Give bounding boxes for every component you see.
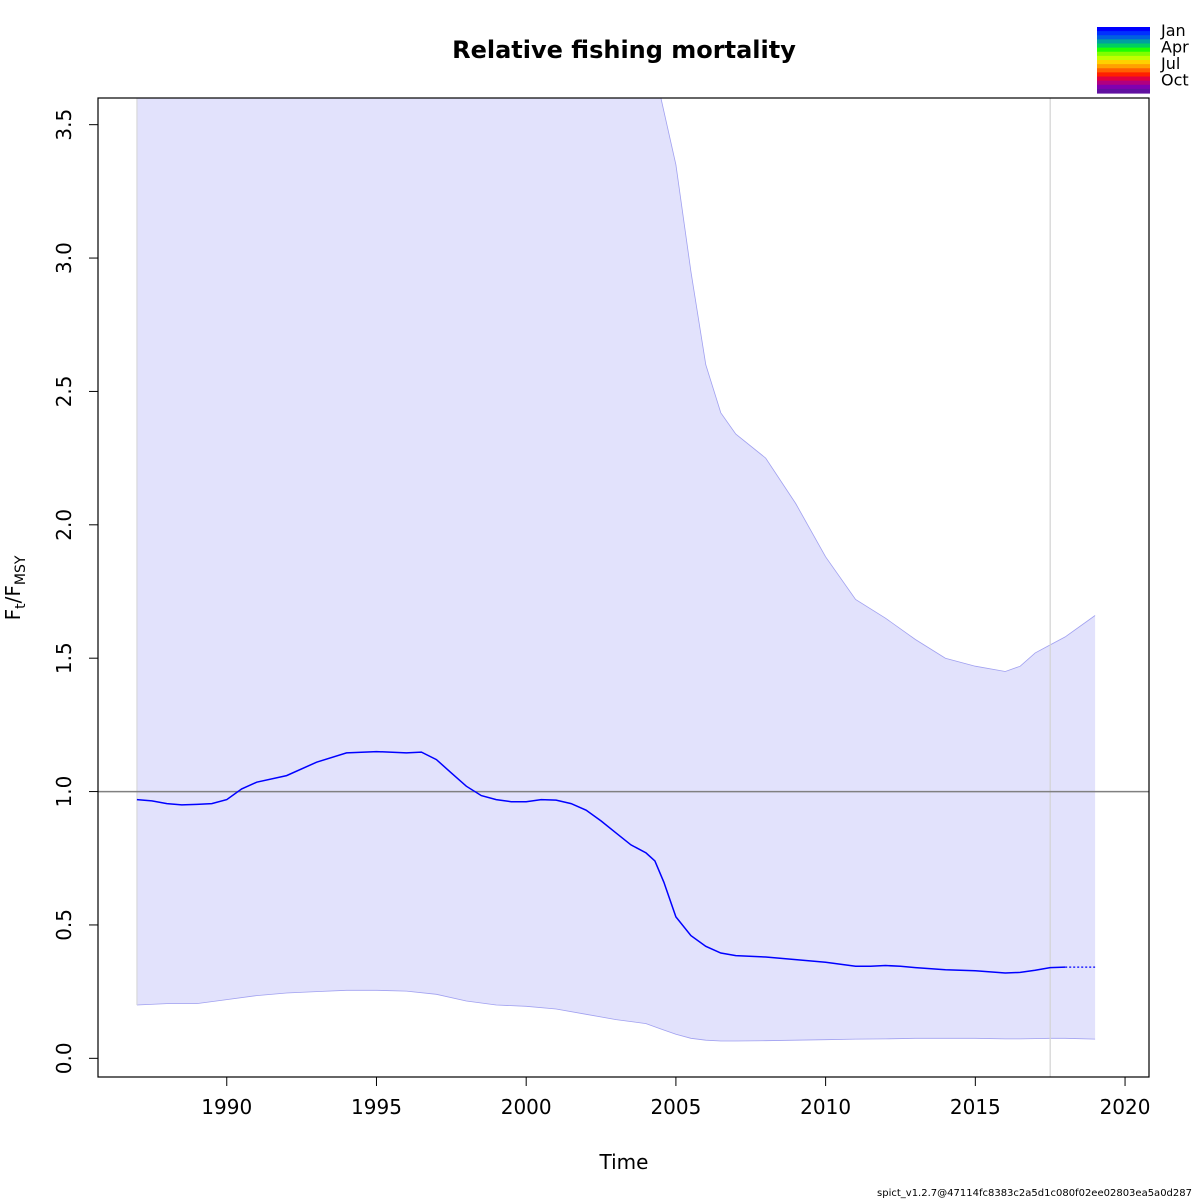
x-tick-label: 1990 (201, 1095, 252, 1119)
y-axis-label-main: F (1, 609, 25, 621)
legend-label: Oct (1161, 71, 1189, 90)
y-tick-label: 3.0 (52, 242, 76, 274)
y-tick-label: 1.0 (52, 776, 76, 808)
x-tick-label: 2020 (1100, 1095, 1151, 1119)
x-axis: 1990 1995 2000 2005 2010 2015 2020 (201, 1076, 1151, 1119)
plot-area (98, 98, 1149, 1077)
confidence-lower-edge (136, 989, 1096, 1042)
y-tick-label: 0.0 (52, 1042, 76, 1074)
legend-color-swatch (1097, 31, 1150, 36)
y-axis-label-sub2: MSY (13, 555, 29, 585)
y-axis-label-sub1: t (13, 603, 29, 609)
legend-label: Jan (1160, 21, 1186, 40)
legend-color-swatch (1097, 51, 1150, 57)
legend-color-swatch (1097, 68, 1150, 73)
legend-label: Apr (1161, 38, 1189, 57)
x-tick-label: 2000 (501, 1095, 552, 1119)
x-tick-label: 2010 (800, 1095, 851, 1119)
y-tick-label: 3.5 (52, 109, 76, 141)
estimate-series-line (136, 750, 1066, 974)
confidence-upper-edge (136, 98, 1096, 672)
y-axis-label: Ft/FMSY (1, 555, 29, 620)
x-tick-label: 2015 (950, 1095, 1001, 1119)
legend-color-swatch (1097, 60, 1150, 65)
legend-color-swatch (1097, 43, 1150, 49)
legend-color-swatch (1097, 39, 1150, 45)
confidence-band (136, 98, 1096, 1041)
x-axis-label: Time (599, 1150, 649, 1174)
legend-color-swatch (1097, 80, 1150, 86)
legend-color-swatch (1097, 55, 1150, 61)
legend-color-swatch (1097, 76, 1150, 82)
y-tick-label: 0.5 (52, 909, 76, 941)
legend-color-swatch (1097, 72, 1150, 78)
footer-version: spict_v1.2.7@47114fc8383c2a5d1c080f02ee0… (877, 1188, 1192, 1199)
legend-label: Jul (1160, 54, 1180, 73)
legend-color-swatch (1097, 47, 1150, 53)
legend-color-swatch (1097, 35, 1150, 40)
y-tick-label: 1.5 (52, 642, 76, 674)
legend-color-swatch (1097, 27, 1150, 32)
y-axis: 0.0 0.5 1.0 1.5 2.0 2.5 3.0 3.5 (52, 109, 99, 1074)
legend-color-swatch (1097, 84, 1150, 90)
y-axis-label-sep: /F (1, 585, 25, 603)
x-tick-label: 2005 (650, 1095, 701, 1119)
y-tick-label: 2.5 (52, 375, 76, 407)
legend-color-swatch (1097, 88, 1150, 94)
y-tick-label: 2.0 (52, 509, 76, 541)
chart-title: Relative fishing mortality (452, 36, 796, 64)
x-tick-label: 1995 (351, 1095, 402, 1119)
legend-color-swatch (1097, 64, 1150, 69)
